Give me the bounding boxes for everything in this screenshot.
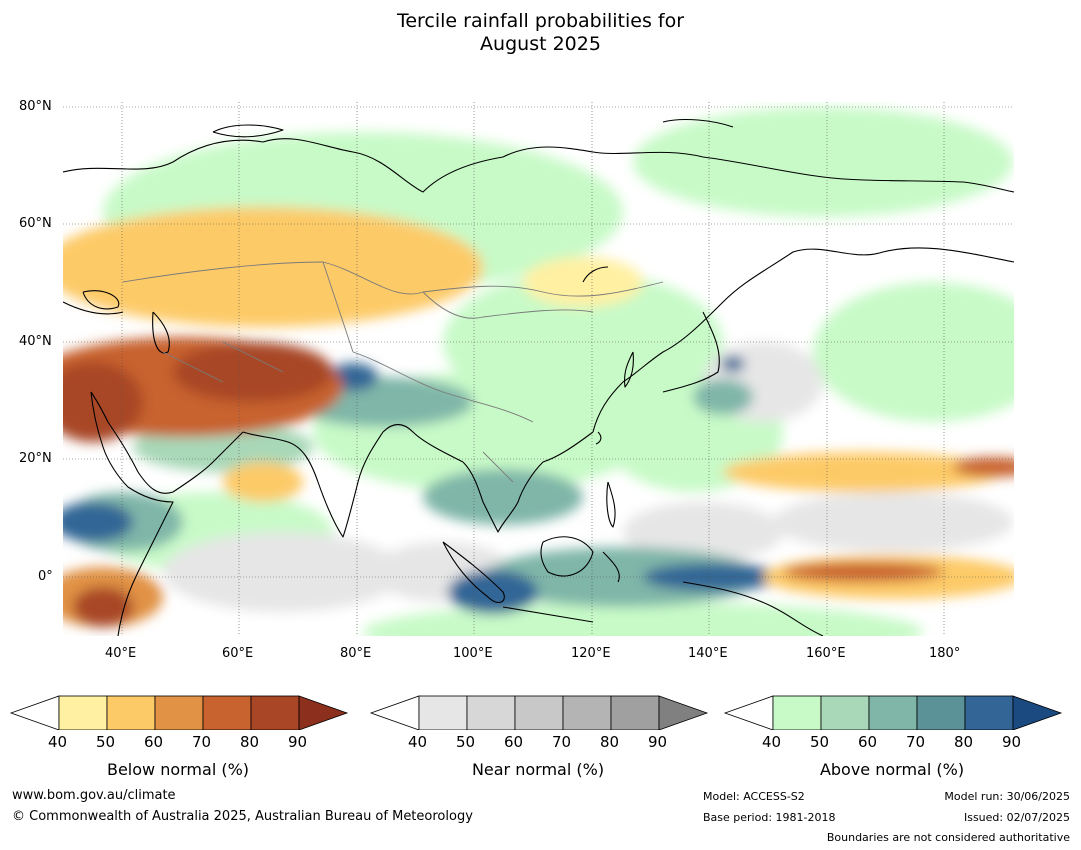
- lon-tick-40e: 40°E: [105, 646, 137, 661]
- colorbar-extend-low: [9, 695, 60, 730]
- colorbar-segment: [466, 695, 516, 730]
- cb2-tick: 70: [906, 733, 926, 751]
- map-canvas: [23, 102, 1053, 662]
- colorbar-extend-high: [658, 695, 709, 730]
- map-gridlines: [63, 102, 1014, 636]
- lon-tick-160e: 160°E: [806, 646, 846, 661]
- lat-tick-20n: 20°N: [19, 451, 52, 466]
- colorbar-extend-high: [1012, 695, 1063, 730]
- model-name: Model: ACCESS-S2: [703, 790, 805, 803]
- lat-tick-80n: 80°N: [19, 99, 52, 114]
- cb1-tick: 90: [648, 733, 668, 751]
- cb1-tick: 80: [600, 733, 620, 751]
- coastlines: [62, 118, 1015, 637]
- lon-tick-120e: 120°E: [571, 646, 611, 661]
- cb0-tick: 80: [240, 733, 260, 751]
- colorbar-near-normal: [369, 695, 709, 730]
- map-title-line2: August 2025: [480, 33, 601, 55]
- cb0-tick: 70: [192, 733, 212, 751]
- lat-tick-40n: 40°N: [19, 334, 52, 349]
- colorbar-segment: [250, 695, 300, 730]
- colorbar-above-normal: [723, 695, 1063, 730]
- colorbar-segment: [154, 695, 204, 730]
- lat-tick-0: 0°: [38, 569, 53, 584]
- colorbar-label-near: Near normal (%): [471, 760, 605, 779]
- cb0-tick: 40: [48, 733, 68, 751]
- colorbar-extend-low: [723, 695, 774, 730]
- lon-tick-180: 180°: [929, 646, 961, 661]
- colorbar-segment: [106, 695, 156, 730]
- cb1-tick: 70: [552, 733, 572, 751]
- colorbar-extend-high: [298, 695, 349, 730]
- map-title-line1: Tercile rainfall probabilities for: [396, 10, 685, 32]
- website-link[interactable]: www.bom.gov.au/climate: [12, 788, 176, 803]
- colorbar-label-above: Above normal (%): [819, 760, 965, 779]
- copyright: © Commonwealth of Australia 2025, Austra…: [12, 809, 473, 824]
- cb0-tick: 90: [288, 733, 308, 751]
- colorbar-segment: [202, 695, 252, 730]
- colorbar-segment: [772, 695, 822, 730]
- lon-tick-140e: 140°E: [688, 646, 728, 661]
- lon-tick-80e: 80°E: [340, 646, 372, 661]
- cb2-tick: 50: [810, 733, 830, 751]
- cb1-tick: 60: [504, 733, 524, 751]
- lon-tick-60e: 60°E: [222, 646, 254, 661]
- colorbar-below-normal: [9, 695, 349, 730]
- colorbars: [9, 695, 1063, 730]
- rainfall-map: [23, 102, 1053, 662]
- cb1-tick: 50: [456, 733, 476, 751]
- colorbar-segment: [916, 695, 966, 730]
- colorbar-segment: [820, 695, 870, 730]
- colorbar-segment: [514, 695, 564, 730]
- lon-tick-100e: 100°E: [453, 646, 493, 661]
- cb1-tick: 40: [408, 733, 428, 751]
- colorbar-label-below: Below normal (%): [106, 760, 250, 779]
- colorbar-extend-low: [369, 695, 420, 730]
- probability-shading: [23, 107, 1053, 662]
- colorbar-segment: [964, 695, 1014, 730]
- boundaries-disclaimer: Boundaries are not considered authoritat…: [826, 831, 1070, 844]
- lat-tick-60n: 60°N: [19, 216, 52, 231]
- model-run: Model run: 30/06/2025: [944, 790, 1070, 803]
- cb2-tick: 90: [1002, 733, 1022, 751]
- cb0-tick: 50: [96, 733, 116, 751]
- cb2-tick: 40: [762, 733, 782, 751]
- cb2-tick: 60: [858, 733, 878, 751]
- cb0-tick: 60: [144, 733, 164, 751]
- colorbar-segment: [562, 695, 612, 730]
- colorbar-segment: [868, 695, 918, 730]
- cb2-tick: 80: [954, 733, 974, 751]
- issued-date: Issued: 02/07/2025: [963, 811, 1070, 824]
- colorbar-segment: [58, 695, 108, 730]
- base-period: Base period: 1981-2018: [703, 811, 836, 824]
- colorbar-segment: [418, 695, 468, 730]
- country-borders: [122, 261, 664, 483]
- colorbar-segment: [610, 695, 660, 730]
